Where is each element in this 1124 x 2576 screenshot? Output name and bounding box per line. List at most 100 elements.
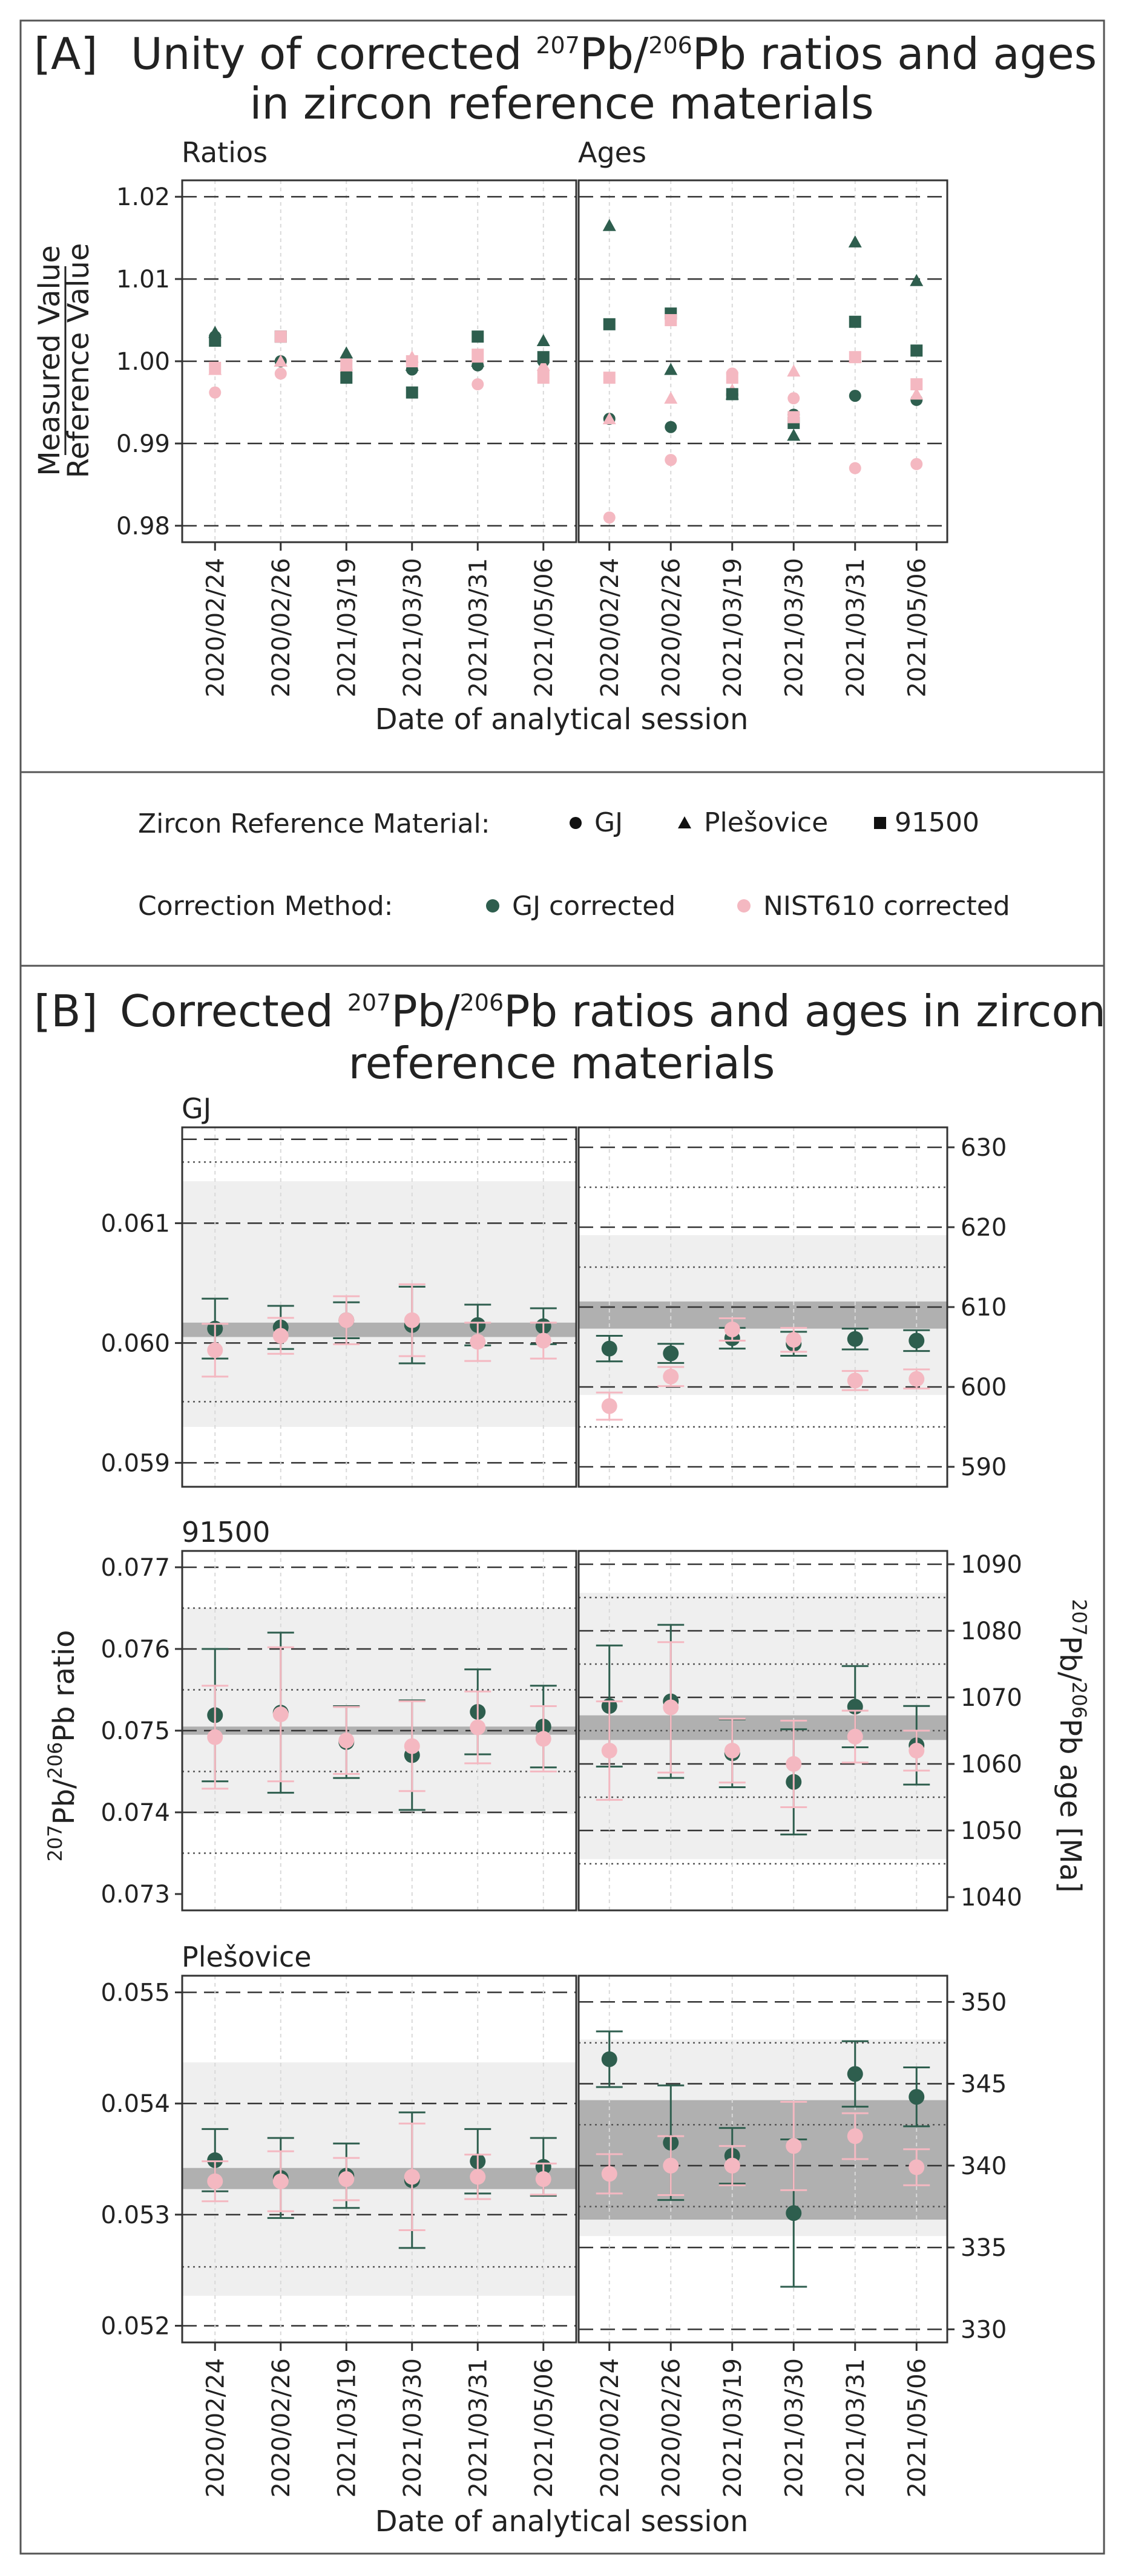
legend-marker-gj — [570, 817, 582, 829]
point-gj — [787, 392, 800, 405]
point-nist610-corrected — [786, 1332, 802, 1348]
y-tick-label: 590 — [961, 1454, 1007, 1481]
point-gj — [910, 457, 923, 470]
panel-b-title-line1: Corrected 207Pb/206Pb ratios and ages in… — [120, 986, 1106, 1037]
left-post: Pb ratio — [47, 1630, 81, 1742]
ylabel-numerator: Measured Value — [33, 245, 67, 476]
point-91500 — [406, 386, 418, 399]
point-nist610-corrected — [724, 2157, 740, 2174]
point-gj-corrected — [601, 1340, 617, 1357]
point-gj-corrected — [786, 2205, 802, 2221]
panel-b-frame — [19, 965, 1105, 2555]
point-91500 — [537, 351, 550, 364]
point-91500 — [726, 388, 738, 401]
panel-b-title-pb: Pb/ — [391, 986, 460, 1037]
panel-b-title-sup206: 206 — [460, 989, 504, 1016]
point-gj-corrected — [909, 1332, 925, 1349]
panel-a-title-post: Pb ratios and ages — [692, 28, 1097, 79]
point-plesovice — [536, 358, 550, 371]
reference-band-inner — [579, 2100, 947, 2220]
legend-marker-plesovice — [678, 816, 691, 828]
x-tick-label: 2021/05/06 — [530, 558, 558, 698]
point-91500 — [340, 359, 353, 372]
legend-method-label: Correction Method: — [138, 891, 393, 922]
point-nist610-corrected — [909, 1371, 925, 1387]
y-tick-label: 0.074 — [100, 1799, 170, 1827]
point-gj — [849, 462, 861, 474]
point-gj-corrected — [663, 1345, 679, 1362]
right-pb: Pb/ — [1053, 1636, 1087, 1682]
point-gj-corrected — [909, 2089, 925, 2105]
x-tick-label: 2020/02/24 — [202, 558, 229, 698]
x-tick-label: 2021/03/30 — [780, 2358, 808, 2498]
legend-method-gj: GJ corrected — [512, 891, 675, 922]
point-gj — [603, 511, 616, 524]
point-nist610-corrected — [404, 1738, 420, 1754]
x-tick-label: 2021/03/30 — [399, 2358, 427, 2498]
reference-band-outer — [182, 1608, 576, 1814]
panel-b-label: [B] — [34, 986, 98, 1037]
panel-a-title-sup207: 207 — [536, 32, 580, 59]
x-tick-label: 2021/03/19 — [333, 558, 361, 698]
subtitle-gj: GJ — [182, 1092, 211, 1125]
point-nist610-corrected — [847, 1728, 863, 1745]
left-sup207: 207 — [44, 1824, 67, 1861]
point-91500 — [603, 372, 616, 384]
right-sup206: 206 — [1068, 1682, 1091, 1719]
y-tick-label: 1.00 — [116, 348, 170, 376]
point-nist610-corrected — [601, 1743, 617, 1758]
panel-a-title-pb: Pb/ — [580, 28, 649, 79]
plot-plešovice-age: 2020/02/24 2020/02/26 2021/03/19 2021/03/30… — [577, 1975, 1007, 2498]
panel-b-title-pre: Corrected — [120, 986, 347, 1037]
x-tick-label: 2020/02/26 — [268, 558, 295, 698]
point-nist610-corrected — [404, 2169, 420, 2185]
point-plesovice — [664, 392, 678, 404]
point-gj — [665, 421, 677, 433]
point-nist610-corrected — [786, 1756, 802, 1772]
point-nist610-corrected — [338, 1732, 355, 1749]
y-tick-label: 1080 — [961, 1617, 1022, 1645]
point-91500 — [787, 411, 800, 424]
point-nist610-corrected — [470, 1334, 486, 1350]
reference-band-inner — [579, 1715, 947, 1740]
x-tick-label: 2021/03/19 — [719, 2358, 747, 2498]
point-plesovice — [848, 235, 862, 247]
point-plesovice — [664, 362, 678, 375]
panel-a-title-sup206: 206 — [648, 32, 692, 59]
x-tick-label: 2021/03/31 — [842, 2358, 870, 2498]
right-post: Pb age [Ma] — [1053, 1719, 1087, 1893]
point-nist610-corrected — [847, 1372, 863, 1389]
point-nist610-corrected — [338, 2171, 355, 2188]
legend-marker-nist610 — [737, 899, 751, 913]
point-plesovice — [787, 428, 801, 441]
point-91500 — [406, 355, 418, 367]
y-tick-label: 1.02 — [116, 183, 170, 211]
x-tick-label: 2020/02/26 — [657, 558, 685, 698]
legend-marker-gj-corrected — [486, 899, 499, 913]
y-tick-label: 350 — [961, 1988, 1007, 2016]
panel-a-label: [A] — [34, 28, 97, 79]
y-tick-label: 620 — [961, 1214, 1007, 1242]
point-91500 — [726, 372, 738, 384]
y-tick-label: 340 — [961, 2152, 1007, 2180]
panel-b-title-line2: reference materials — [349, 1038, 775, 1089]
point-nist610-corrected — [724, 1743, 740, 1758]
point-nist610-corrected — [470, 2169, 486, 2185]
reference-band-inner — [182, 2168, 576, 2189]
point-91500 — [665, 314, 677, 327]
point-nist610-corrected — [272, 1328, 289, 1344]
point-nist610-corrected — [909, 2159, 925, 2175]
point-nist610-corrected — [272, 1706, 289, 1722]
ylabel-denominator: Reference Value — [62, 243, 96, 479]
plot-gj-ratio: 0.059 0.060 0.061 — [100, 1126, 577, 1488]
plot-91500-ratio: 0.073 0.074 0.075 0.076 0.077 — [100, 1550, 577, 1912]
plot-border — [577, 1126, 948, 1488]
point-gj — [274, 367, 287, 380]
point-nist610-corrected — [663, 1368, 679, 1385]
plot-gj-age: 590 600 610 620 630 — [577, 1126, 1007, 1488]
x-tick-label: 2021/05/06 — [903, 2358, 931, 2498]
plot-border — [181, 1550, 577, 1912]
plot-border-ratios — [181, 179, 577, 543]
point-plesovice — [274, 355, 288, 367]
